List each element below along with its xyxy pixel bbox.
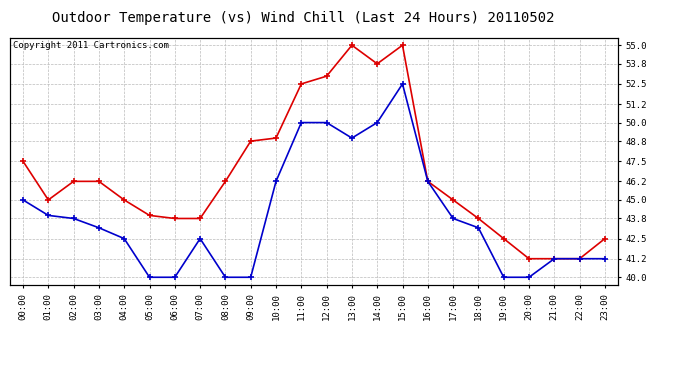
Text: Outdoor Temperature (vs) Wind Chill (Last 24 Hours) 20110502: Outdoor Temperature (vs) Wind Chill (Las… bbox=[52, 11, 555, 25]
Text: Copyright 2011 Cartronics.com: Copyright 2011 Cartronics.com bbox=[13, 41, 169, 50]
